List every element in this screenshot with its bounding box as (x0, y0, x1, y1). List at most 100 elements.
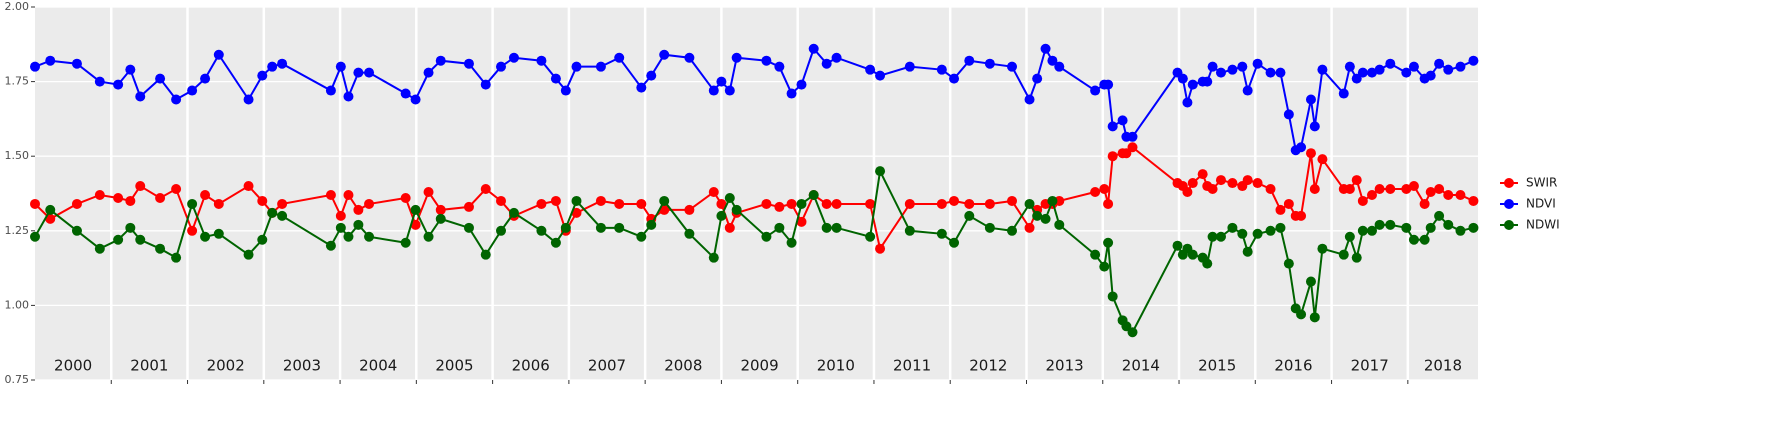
point (796, 198, 807, 209)
point (325, 85, 336, 96)
point (724, 192, 735, 203)
year-label: 2010 (817, 357, 855, 375)
point (1207, 231, 1218, 242)
year-label: 2011 (893, 357, 931, 375)
point (267, 61, 278, 72)
point (1305, 94, 1316, 105)
point (1455, 189, 1466, 200)
point (1127, 327, 1138, 338)
point (1338, 88, 1349, 99)
point (731, 204, 742, 215)
point (761, 55, 772, 66)
point (267, 207, 278, 218)
point (1351, 252, 1362, 263)
point (125, 195, 136, 206)
point (1040, 213, 1051, 224)
point (45, 55, 56, 66)
year-label: 2009 (740, 357, 778, 375)
point (949, 237, 960, 248)
point (1357, 225, 1368, 236)
point (571, 61, 582, 72)
year-label: 2003 (283, 357, 321, 375)
point (1305, 276, 1316, 287)
point (1419, 234, 1430, 245)
point (595, 222, 606, 233)
point (949, 195, 960, 206)
point (213, 49, 224, 60)
point (550, 237, 561, 248)
point (435, 55, 446, 66)
point (1374, 219, 1385, 230)
point (724, 85, 735, 96)
point (463, 58, 474, 69)
point (1207, 184, 1218, 195)
point (614, 222, 625, 233)
point (1242, 246, 1253, 257)
point (1197, 169, 1208, 180)
point (1443, 219, 1454, 230)
point (423, 231, 434, 242)
point (45, 204, 56, 215)
point (774, 222, 785, 233)
point (1344, 61, 1355, 72)
point (875, 243, 886, 254)
point (1117, 115, 1128, 126)
point (423, 67, 434, 78)
point (1374, 64, 1385, 75)
point (1187, 249, 1198, 260)
point (904, 61, 915, 72)
point (984, 58, 995, 69)
year-label: 2002 (207, 357, 245, 375)
point (1305, 148, 1316, 159)
point (1215, 175, 1226, 186)
point (30, 61, 40, 72)
point (786, 198, 797, 209)
point (508, 52, 519, 63)
point (550, 73, 561, 84)
legend-key (1504, 178, 1514, 188)
year-label: 2015 (1198, 357, 1236, 375)
point (1366, 67, 1377, 78)
point (550, 195, 561, 206)
point (595, 61, 606, 72)
year-label: 2013 (1046, 357, 1084, 375)
point (821, 198, 832, 209)
point (1090, 187, 1101, 198)
year-label: 2018 (1424, 357, 1462, 375)
point (1265, 67, 1276, 78)
point (808, 189, 819, 200)
point (1408, 181, 1419, 192)
point (731, 52, 742, 63)
point (1054, 195, 1065, 206)
point (171, 94, 182, 105)
point (335, 61, 346, 72)
point (1227, 222, 1238, 233)
point (1425, 187, 1436, 198)
point (1215, 67, 1226, 78)
point (1401, 222, 1412, 233)
point (135, 91, 146, 102)
point (571, 195, 582, 206)
point (277, 58, 288, 69)
point (364, 198, 375, 209)
point (1006, 225, 1017, 236)
point (684, 204, 695, 215)
point (1182, 97, 1193, 108)
y-tick-label: 0.75 (5, 373, 30, 386)
y-tick-label: 1.50 (5, 149, 30, 162)
point (1275, 67, 1286, 78)
point (1283, 258, 1294, 269)
point (1202, 76, 1213, 87)
point (1103, 237, 1114, 248)
point (1385, 184, 1396, 195)
point (1317, 243, 1328, 254)
point (1401, 184, 1412, 195)
point (135, 181, 146, 192)
point (1207, 61, 1218, 72)
point (1099, 184, 1110, 195)
point (480, 79, 491, 90)
point (187, 85, 198, 96)
point (1127, 131, 1138, 142)
point (30, 231, 40, 242)
